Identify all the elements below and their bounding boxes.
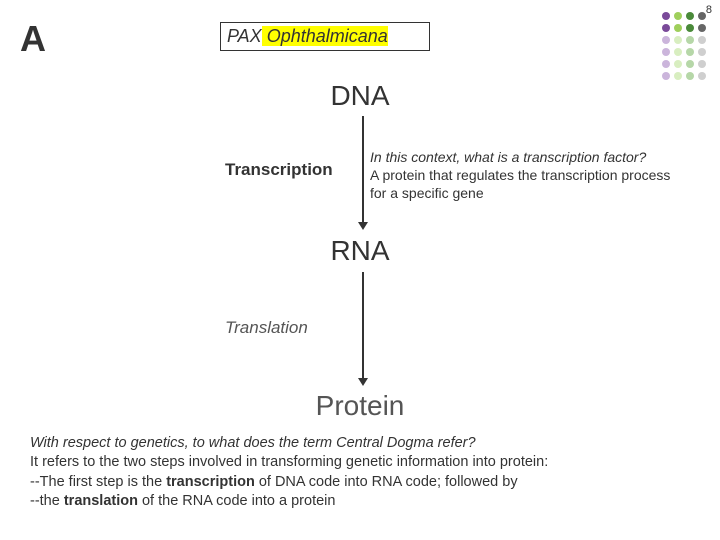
decorative-dot <box>698 24 706 32</box>
footer-line3-pre: --the <box>30 493 64 509</box>
title-highlight: Ophthalmicana <box>262 26 388 46</box>
node-rna: RNA <box>300 235 420 267</box>
decorative-dot <box>662 12 670 20</box>
decorative-dot <box>662 36 670 44</box>
decorative-dot <box>686 24 694 32</box>
footer-line3-post: of the RNA code into a protein <box>138 493 336 509</box>
title-box: PAX Ophthalmicana <box>220 22 430 51</box>
decorative-dot <box>674 72 682 80</box>
decorative-dot <box>686 60 694 68</box>
annotation-question: In this context, what is a transcription… <box>370 149 646 165</box>
footer-line2-post: of DNA code into RNA code; followed by <box>255 474 518 490</box>
decorative-dot <box>698 12 706 20</box>
arrow-head-transcription <box>358 222 368 230</box>
decorative-dot <box>674 24 682 32</box>
footer-line1: It refers to the two steps involved in t… <box>30 454 548 470</box>
label-transcription: Transcription <box>225 160 333 180</box>
decorative-dot <box>662 72 670 80</box>
node-protein: Protein <box>300 390 420 422</box>
decorative-dot <box>674 48 682 56</box>
footer-line2-pre: --The first step is the <box>30 474 166 490</box>
decorative-dot <box>662 24 670 32</box>
transcription-factor-annotation: In this context, what is a transcription… <box>370 148 680 203</box>
footer-line2-bold: transcription <box>166 474 255 490</box>
decorative-dot <box>662 48 670 56</box>
dot-grid <box>660 10 708 82</box>
decorative-dot <box>698 72 706 80</box>
decorative-dot <box>698 60 706 68</box>
label-translation: Translation <box>225 318 308 338</box>
panel-label: A <box>20 18 46 60</box>
decorative-dot <box>698 36 706 44</box>
node-dna: DNA <box>300 80 420 112</box>
decorative-dot <box>686 48 694 56</box>
annotation-answer: A protein that regulates the transcripti… <box>370 167 670 201</box>
decorative-dot <box>674 12 682 20</box>
footer-text: With respect to genetics, to what does t… <box>30 434 690 512</box>
decorative-dot <box>686 36 694 44</box>
decorative-dot <box>674 36 682 44</box>
decorative-dot <box>674 60 682 68</box>
title-prefix: PAX <box>227 26 262 46</box>
footer-line3-bold: translation <box>64 493 138 509</box>
arrow-translation <box>362 272 364 378</box>
arrow-head-translation <box>358 378 368 386</box>
decorative-dot <box>662 60 670 68</box>
arrow-transcription <box>362 116 364 222</box>
decorative-dot <box>698 48 706 56</box>
decorative-dot <box>686 72 694 80</box>
footer-question: With respect to genetics, to what does t… <box>30 435 476 451</box>
decorative-dot <box>686 12 694 20</box>
